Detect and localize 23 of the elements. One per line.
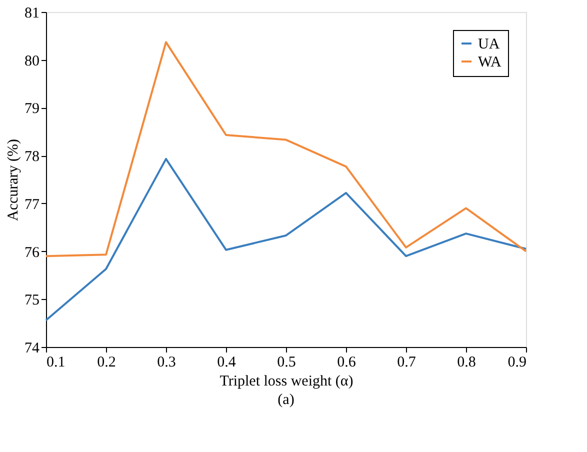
text: (a)	[278, 392, 294, 408]
x-axis-title: Triplet loss weight (α)	[220, 374, 354, 390]
x-tick-label: 0.5	[277, 354, 296, 370]
y-tick-label: 79	[24, 101, 40, 118]
y-tick-label: 78	[24, 149, 40, 166]
line-series	[45, 158, 527, 322]
x-tick-label: 0.4	[217, 354, 236, 370]
legend-label: UA	[478, 36, 500, 52]
y-tick-label: 74	[24, 340, 40, 356]
y-tick-label: 80	[24, 53, 40, 70]
x-tick-label: 0.3	[157, 354, 176, 370]
x-tick-label: 0.8	[457, 354, 476, 370]
y-tick-label: 75	[24, 292, 40, 309]
x-tick-label: 0.7	[397, 354, 416, 370]
y-tick-label: 77	[24, 196, 40, 213]
x-tick-label: 0.1	[46, 354, 66, 370]
y-tick-label: 76	[24, 244, 40, 261]
legend-label: WA	[478, 54, 502, 70]
x-tick-label: 0.6	[337, 354, 356, 370]
x-tick-label: 0.9	[508, 354, 526, 370]
y-tick-label: 81	[24, 6, 40, 22]
y-axis-title: Accurary (%)	[6, 138, 22, 222]
x-tick-label: 0.2	[97, 354, 116, 370]
